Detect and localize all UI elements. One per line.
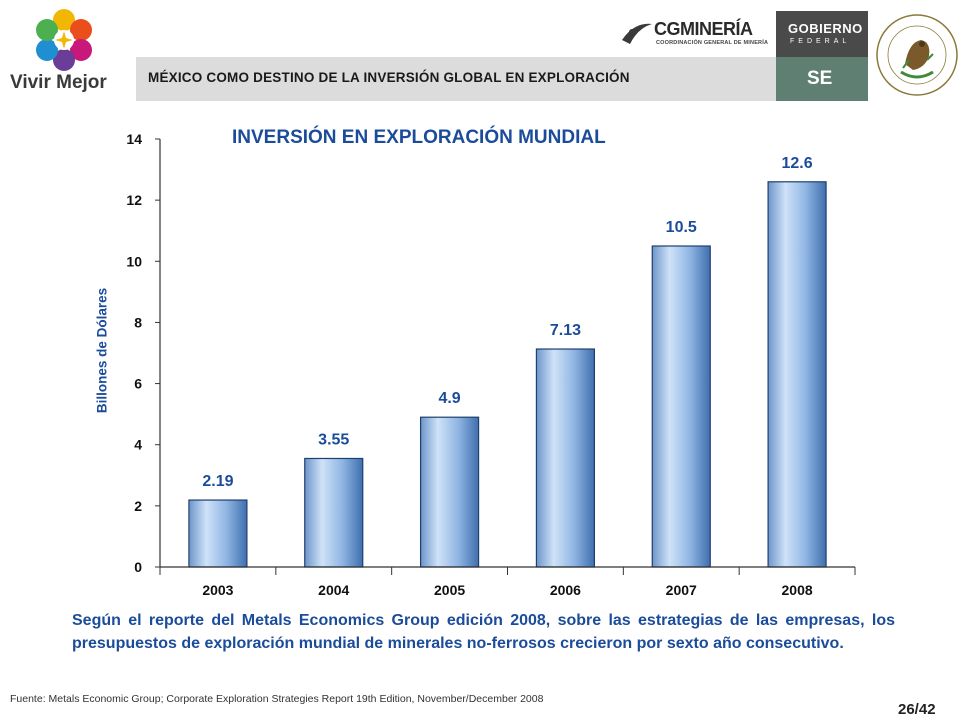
y-tick-label-10: 10 <box>126 253 142 269</box>
cgmineria-swoosh-icon <box>622 23 652 44</box>
bar-2006 <box>535 348 596 568</box>
data-label-2008: 12.6 <box>782 155 813 172</box>
bar-2003 <box>188 499 248 568</box>
vivir-mejor-logo: Vivir Mejor <box>0 0 136 102</box>
data-label-2004: 3.55 <box>318 431 349 448</box>
x-tick-label-2008: 2008 <box>782 582 813 598</box>
data-label-2007: 10.5 <box>666 219 697 236</box>
y-tick-label-4: 4 <box>134 437 142 453</box>
x-tick-label-2003: 2003 <box>202 582 233 598</box>
x-tick-label-2006: 2006 <box>550 582 581 598</box>
source-note: Fuente: Metals Economic Group; Corporate… <box>10 693 544 705</box>
bar-2007 <box>651 245 711 568</box>
banner: MÉXICO COMO DESTINO DE LA INVERSIÓN GLOB… <box>136 57 776 101</box>
chart-title: INVERSIÓN EN EXPLORACIÓN MUNDIAL <box>232 127 606 148</box>
y-axis-label: Billones de Dólares <box>94 287 110 414</box>
bar-chart: 2.19 3.55 4.9 7.13 10.5 12.6 2003 2004 2005 2006… <box>126 131 856 598</box>
bar-2004 <box>304 457 364 568</box>
y-tick-label-12: 12 <box>126 192 142 208</box>
cgmineria-subtitle: COORDINACIÓN GENERAL DE MINERÍA <box>656 40 769 46</box>
x-tick-label-2007: 2007 <box>666 582 697 598</box>
data-label-2006: 7.13 <box>550 322 581 339</box>
y-tick-label-2: 2 <box>134 498 142 514</box>
gobierno-federal-logo: GOBIERNO FEDERAL SE <box>776 11 868 101</box>
cgmineria-logo: CGMINERÍA COORDINACIÓN GENERAL DE MINERÍ… <box>620 18 770 52</box>
y-tick-label-0: 0 <box>134 559 142 575</box>
y-tick-label-14: 14 <box>126 131 142 147</box>
mexico-seal-icon <box>876 14 958 96</box>
chart: 2.19 3.55 4.9 7.13 10.5 12.6 2003 2004 2005 2006… <box>0 115 960 605</box>
y-tick-label-6: 6 <box>134 376 142 392</box>
data-label-2005: 4.9 <box>438 390 460 407</box>
cgmineria-text: CGMINERÍA <box>654 19 753 39</box>
x-tick-label-2005: 2005 <box>434 582 465 598</box>
banner-title: MÉXICO COMO DESTINO DE LA INVERSIÓN GLOB… <box>148 70 630 85</box>
bar-2005 <box>419 416 480 568</box>
secretaria-label: SE <box>807 68 833 89</box>
vivir-mejor-text: Vivir Mejor <box>10 72 107 93</box>
x-tick-label-2004: 2004 <box>318 582 349 598</box>
summary-paragraph: Según el reporte del Metals Economics Gr… <box>72 612 895 652</box>
y-tick-label-8: 8 <box>134 314 142 330</box>
page-number: 26/42 <box>898 701 936 718</box>
bar-2008 <box>767 181 827 568</box>
gobierno-title: GOBIERNO <box>788 21 863 36</box>
data-label-2003: 2.19 <box>202 473 233 490</box>
gobierno-top: GOBIERNO FEDERAL <box>776 11 868 57</box>
flower-icon <box>36 9 92 71</box>
header: Vivir Mejor CGMINERÍA COORDINACIÓN GENER… <box>0 0 960 102</box>
gobierno-subtitle: FEDERAL <box>790 38 851 45</box>
